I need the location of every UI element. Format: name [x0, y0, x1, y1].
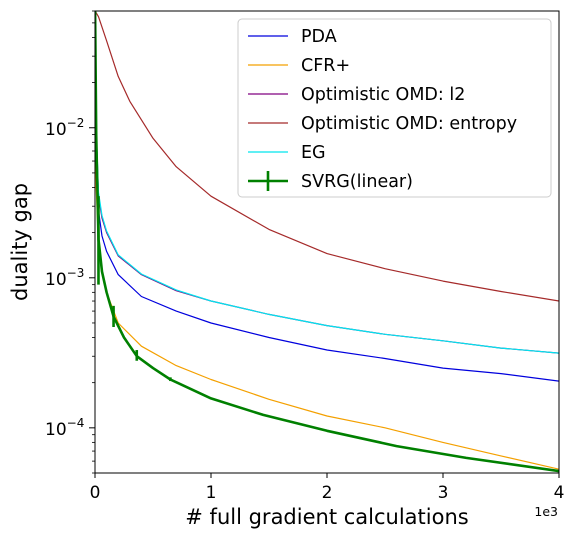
legend-label: EG [301, 143, 326, 163]
legend-label: PDA [301, 27, 337, 47]
legend: PDA CFR+ Optimistic OMD: l2 Optimistic OMD:… [237, 18, 552, 198]
legend-label: Optimistic OMD: entropy [301, 114, 517, 134]
y-axis: 10−4 10−3 10−2 [45, 10, 95, 474]
legend-label: SVRG(linear) [301, 172, 413, 192]
legend-label: CFR+ [301, 56, 350, 76]
x-axis: 0 1 2 3 4 [90, 473, 565, 503]
series-line-optimistic-omd-entropy [95, 11, 559, 302]
y-tick-label: 10−4 [45, 416, 84, 440]
legend-entry: Optimistic OMD: entropy [248, 114, 517, 134]
x-tick-label: 2 [322, 483, 333, 503]
x-axis-offset-label: 1e3 [534, 504, 558, 519]
y-axis-label: duality gap [8, 183, 32, 301]
y-tick-label: 10−3 [45, 266, 84, 290]
x-tick-label: 1 [206, 483, 217, 503]
legend-entry: CFR+ [248, 56, 350, 76]
legend-entry: Optimistic OMD: l2 [248, 85, 465, 105]
legend-entry: EG [248, 143, 326, 163]
x-tick-label: 3 [438, 483, 449, 503]
legend-label: Optimistic OMD: l2 [301, 85, 465, 105]
x-tick-label: 0 [90, 483, 101, 503]
legend-entry: PDA [248, 27, 337, 47]
x-axis-label: # full gradient calculations [185, 505, 468, 529]
series-layer [95, 11, 559, 473]
legend-box [237, 18, 552, 198]
y-tick-label: 10−2 [45, 116, 84, 140]
series-line-svrg-linear- [95, 11, 559, 473]
x-tick-label: 4 [554, 483, 565, 503]
legend-entry: SVRG(linear) [248, 171, 413, 192]
